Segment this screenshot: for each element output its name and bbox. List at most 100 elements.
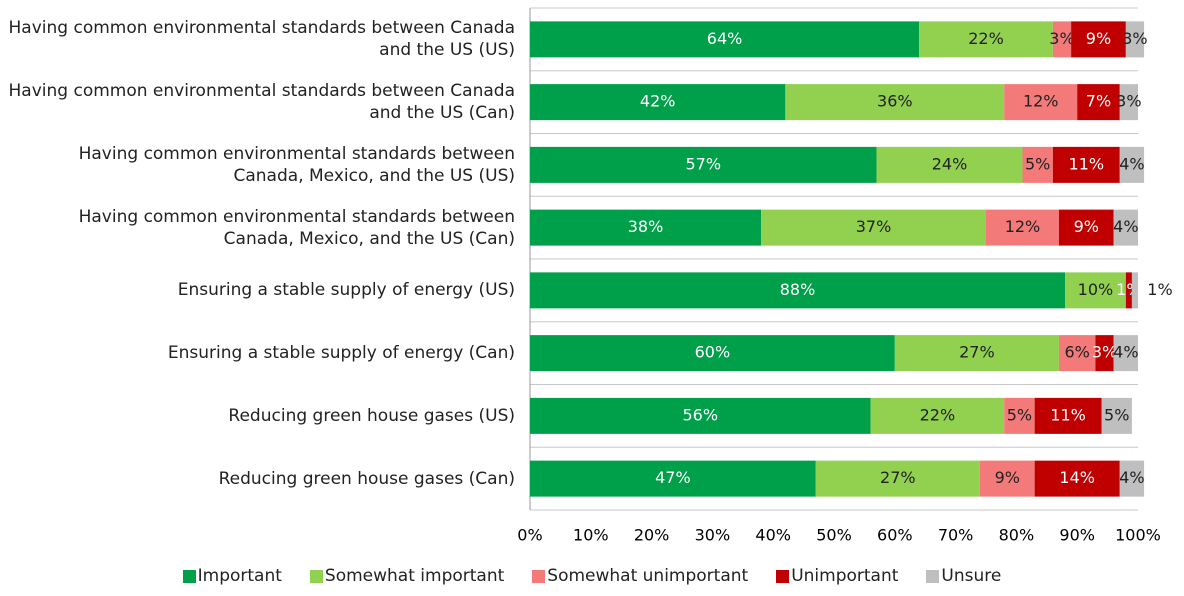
bar-segment (1034, 460, 1120, 497)
bar-segment (785, 84, 1005, 121)
bar-segment (1058, 209, 1114, 246)
data-label: 4% (1119, 154, 1144, 173)
legend-label: Somewhat important (324, 566, 505, 586)
legend-label: Somewhat unimportant (547, 566, 749, 586)
legend-label: Important (197, 566, 282, 586)
data-label: 38% (628, 217, 664, 236)
category-label: Having common environmental standards be… (8, 81, 515, 124)
bar-segment (1113, 335, 1138, 372)
bar-segment (530, 84, 786, 121)
data-label: 9% (1074, 217, 1099, 236)
bar-segment (1004, 397, 1035, 434)
data-label: 5% (1025, 154, 1050, 173)
bar-segment (870, 397, 1005, 434)
bar-segment (1113, 209, 1138, 246)
data-label: 3% (1049, 29, 1074, 48)
bar-segment (1125, 21, 1145, 58)
legend-item: Important (182, 566, 282, 586)
bar-segment (1071, 21, 1126, 58)
bar-segment (986, 209, 1059, 246)
legend-item: Somewhat unimportant (532, 566, 748, 586)
category-label: Reducing green house gases (US) (228, 405, 515, 426)
data-label: 37% (856, 217, 892, 236)
data-label: 11% (1069, 154, 1105, 173)
data-label: 9% (995, 468, 1020, 487)
bar-segment (1119, 460, 1145, 497)
bar-segment (919, 21, 1053, 58)
bar-segment (876, 146, 1023, 183)
bar-segment (1077, 84, 1120, 121)
category-label: Ensuring a stable supply of energy (Can) (167, 343, 515, 364)
legend-label: Unsure (941, 566, 1002, 586)
legend-swatch (776, 569, 790, 583)
bar-segment (1065, 272, 1126, 309)
bar-segment (530, 335, 895, 372)
bar-segment (530, 397, 871, 434)
data-label: 3% (1092, 343, 1117, 362)
x-tick-label: 40% (755, 526, 791, 545)
bar-segment (1052, 146, 1120, 183)
bar-segment (1004, 84, 1078, 121)
data-label: 5% (1007, 405, 1032, 424)
bar-segment (1131, 272, 1138, 309)
data-label: 27% (880, 468, 916, 487)
x-tick-label: 60% (877, 526, 913, 545)
bar-segment (894, 335, 1059, 372)
data-label: 3% (1122, 29, 1147, 48)
data-label: 4% (1119, 468, 1144, 487)
data-label: 24% (932, 154, 968, 173)
data-label: 22% (920, 405, 956, 424)
legend-label: Unimportant (791, 566, 899, 586)
bar-segment (530, 209, 762, 246)
legend-swatch (926, 569, 940, 583)
legend-item: Unsure (926, 566, 1001, 586)
x-tick-label: 10% (573, 526, 609, 545)
x-tick-label: 100% (1115, 526, 1161, 545)
data-label: 22% (968, 29, 1004, 48)
bar-segment (1095, 335, 1114, 372)
bar-segment (530, 460, 816, 497)
bar-segment (979, 460, 1035, 497)
data-label: 47% (655, 468, 691, 487)
data-label: 56% (682, 405, 718, 424)
x-tick-label: 20% (634, 526, 670, 545)
x-tick-label: 50% (816, 526, 852, 545)
bar-segment (1119, 84, 1138, 121)
category-label: Reducing green house gases (Can) (218, 468, 515, 489)
bar-segment (1052, 21, 1072, 58)
category-label: Ensuring a stable supply of energy (US) (177, 280, 515, 301)
bar-segment (1022, 146, 1053, 183)
data-label: 9% (1086, 29, 1111, 48)
bar-segment (1119, 146, 1145, 183)
x-tick-label: 90% (1059, 526, 1095, 545)
bar-segment (1058, 335, 1096, 372)
data-label: 1% (1147, 280, 1172, 299)
x-tick-label: 70% (938, 526, 974, 545)
category-label: Having common environmental standards be… (78, 143, 515, 186)
bar-segment (761, 209, 986, 246)
x-tick-label: 80% (999, 526, 1035, 545)
data-label: 12% (1005, 217, 1041, 236)
data-label: 12% (1023, 92, 1059, 111)
bar-segment (530, 21, 920, 58)
category-label: Having common environmental standards be… (8, 18, 515, 61)
data-label: 6% (1065, 343, 1090, 362)
category-label: Having common environmental standards be… (78, 206, 515, 249)
data-label: 57% (685, 154, 721, 173)
data-label: 10% (1078, 280, 1114, 299)
data-label: 60% (695, 343, 731, 362)
data-label: 42% (640, 92, 676, 111)
legend-item: Somewhat important (309, 566, 505, 586)
data-label: 36% (877, 92, 913, 111)
bar-segment (530, 146, 877, 183)
bar-segment (1125, 272, 1132, 309)
legend-swatch (182, 569, 196, 583)
bar-segment (815, 460, 980, 497)
data-label: 27% (959, 343, 995, 362)
bar-segment (1101, 397, 1132, 434)
data-label: 14% (1059, 468, 1095, 487)
bar-segment (1034, 397, 1102, 434)
legend: Important Somewhat important Somewhat unim… (0, 566, 1184, 586)
